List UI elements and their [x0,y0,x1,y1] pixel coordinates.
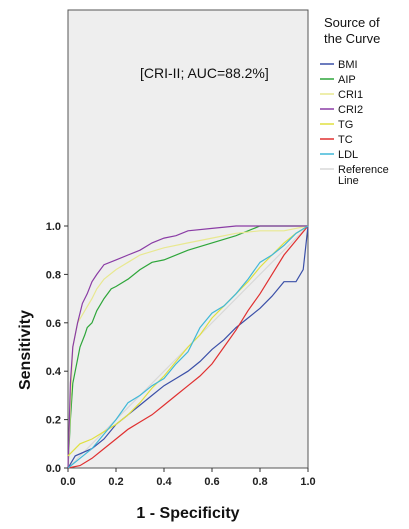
legend-label-tc: TC [338,134,353,146]
legend-title: the Curve [324,31,380,46]
curve-bmi [67,225,309,469]
x-axis-ticks: 0.0 0.2 0.4 0.6 0.8 1.0 [60,468,316,488]
x-axis-title: 1 - Specificity [136,505,239,522]
x-tick-label: 0.0 [60,476,75,488]
y-axis-title: Sensitivity [17,310,34,390]
y-tick-label: 1.0 [46,221,61,233]
legend-label-cri2: CRI2 [338,104,363,116]
legend-label-cri1: CRI1 [338,89,363,101]
legend-title: Source of [324,15,380,30]
legend-label-aip: AIP [338,74,356,86]
curve-cri2 [67,225,308,469]
curves-group [67,225,309,469]
auc-annotation: [CRI-II; AUC=88.2%] [140,65,269,81]
curve-cri1 [67,225,309,469]
legend-label-reference-line: Reference [338,164,389,176]
legend-label-ldl: LDL [338,149,358,161]
legend-label-bmi: BMI [338,59,358,71]
curve-aip [67,225,308,469]
x-tick-label: 0.4 [156,476,172,488]
x-tick-label: 1.0 [300,476,315,488]
y-tick-label: 0.0 [46,463,61,475]
x-tick-label: 0.6 [204,476,219,488]
y-tick-label: 0.6 [46,318,61,330]
y-tick-label: 0.2 [46,415,61,427]
legend-label-reference-line: Line [338,175,359,187]
y-tick-label: 0.4 [46,366,62,378]
curve-tc [67,225,309,469]
y-axis-ticks: 0.0 0.2 0.4 0.6 0.8 1.0 [46,221,68,475]
x-tick-label: 0.2 [108,476,123,488]
legend-label-tg: TG [338,119,353,131]
y-tick-label: 0.8 [46,269,61,281]
plot-background [67,9,309,469]
curve-ldl [67,225,309,469]
x-tick-label: 0.8 [252,476,267,488]
